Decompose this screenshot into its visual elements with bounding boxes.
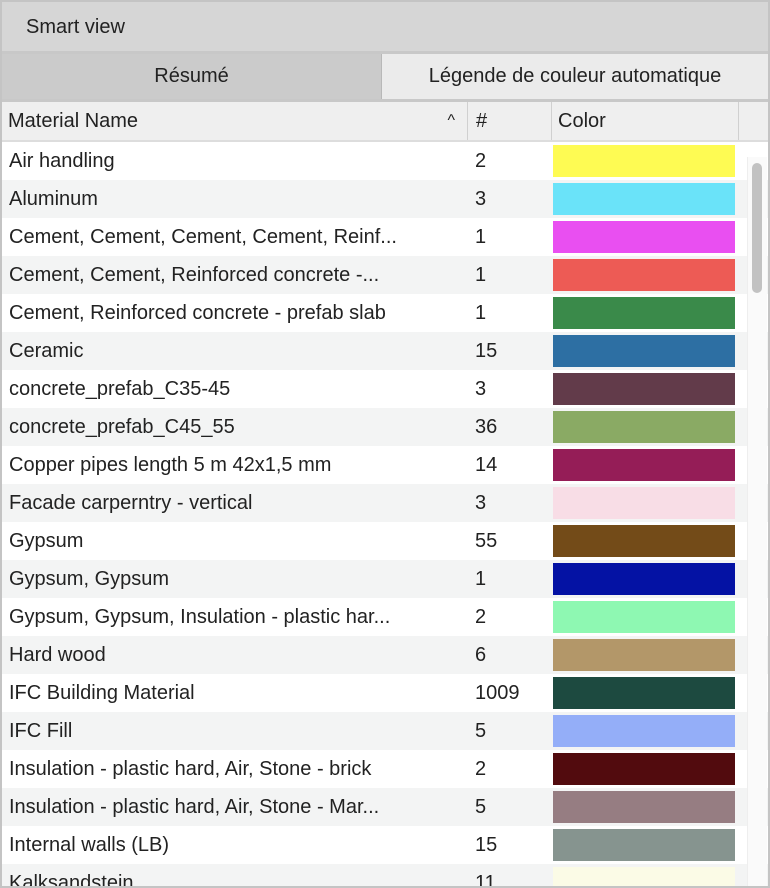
color-swatch[interactable] [553,791,735,823]
material-count: 2 [475,149,487,172]
material-count: 36 [475,415,498,438]
color-swatch[interactable] [553,715,735,747]
column-header-material-name[interactable]: Material Name ^ [2,102,467,140]
table-row[interactable]: Copper pipes length 5 m 42x1,5 mm 14 [2,446,768,484]
table-row[interactable]: Cement, Reinforced concrete - prefab sla… [2,294,768,332]
material-count: 1 [475,263,487,286]
color-swatch[interactable] [553,449,735,481]
color-swatch[interactable] [553,639,735,671]
tab-resume[interactable]: Résumé [2,54,382,99]
material-name: IFC Fill [9,719,73,742]
table-row[interactable]: Kalksandstein 11 [2,864,768,888]
table-row[interactable]: IFC Building Material 1009 [2,674,768,712]
table-row[interactable]: IFC Fill 5 [2,712,768,750]
material-name: Cement, Reinforced concrete - prefab sla… [9,301,386,324]
color-swatch[interactable] [553,525,735,557]
tab-bar: Résumé Légende de couleur automatique [2,54,768,102]
panel-title: Smart view [2,2,768,54]
material-count: 6 [475,643,487,666]
vertical-scrollbar[interactable] [747,157,767,886]
material-count: 11 [475,871,496,888]
material-count: 2 [475,605,487,628]
material-name: Cement, Cement, Reinforced concrete -... [9,263,380,286]
table-row[interactable]: concrete_prefab_C35-45 3 [2,370,768,408]
table-row[interactable]: Air handling 2 [2,142,768,180]
scrollbar-thumb[interactable] [752,163,762,293]
color-swatch[interactable] [553,183,735,215]
color-swatch[interactable] [553,411,735,443]
material-name: Gypsum [9,529,84,552]
color-swatch[interactable] [553,867,735,886]
material-count: 15 [475,833,498,856]
column-header-color[interactable]: Color [551,102,739,140]
table-row[interactable]: Hard wood 6 [2,636,768,674]
color-swatch[interactable] [553,145,735,177]
column-label: Material Name [8,109,139,132]
material-name: Gypsum, Gypsum [9,567,170,590]
material-name: Kalksandstein [9,871,134,888]
material-name: Internal walls (LB) [9,833,170,856]
color-swatch[interactable] [553,297,735,329]
material-name: Air handling [9,149,115,172]
material-name: Insulation - plastic hard, Air, Stone - … [9,795,380,818]
color-swatch[interactable] [553,563,735,595]
material-count: 15 [475,339,498,362]
material-count: 14 [475,453,498,476]
table-row[interactable]: Insulation - plastic hard, Air, Stone - … [2,750,768,788]
material-name: Gypsum, Gypsum, Insulation - plastic har… [9,605,391,628]
table-row[interactable]: Facade carperntry - vertical 3 [2,484,768,522]
color-swatch[interactable] [553,487,735,519]
color-swatch[interactable] [553,829,735,861]
color-swatch[interactable] [553,373,735,405]
material-count: 3 [475,187,487,210]
material-count: 1009 [475,681,520,704]
material-name: IFC Building Material [9,681,195,704]
material-count: 1 [475,225,487,248]
sort-ascending-icon[interactable]: ^ [447,112,455,129]
table-row[interactable]: Aluminum 3 [2,180,768,218]
table-header: Material Name ^ # Color [2,102,768,142]
material-name: Facade carperntry - vertical [9,491,253,514]
material-name: Insulation - plastic hard, Air, Stone - … [9,757,372,780]
color-swatch[interactable] [553,335,735,367]
material-count: 1 [475,301,487,324]
color-swatch[interactable] [553,259,735,291]
tab-auto-color-legend[interactable]: Légende de couleur automatique [382,54,768,99]
material-name: concrete_prefab_C35-45 [9,377,231,400]
table-row[interactable]: Cement, Cement, Reinforced concrete -...… [2,256,768,294]
color-swatch[interactable] [553,753,735,785]
table-row[interactable]: Cement, Cement, Cement, Cement, Reinf...… [2,218,768,256]
column-header-count[interactable]: # [467,102,551,140]
material-count: 3 [475,377,487,400]
table-row[interactable]: Insulation - plastic hard, Air, Stone - … [2,788,768,826]
material-name: Cement, Cement, Cement, Cement, Reinf... [9,225,397,248]
color-swatch[interactable] [553,677,735,709]
table-row[interactable]: Ceramic 15 [2,332,768,370]
material-name: Copper pipes length 5 m 42x1,5 mm [9,453,332,476]
material-name: Hard wood [9,643,106,666]
table-row[interactable]: Gypsum, Gypsum, Insulation - plastic har… [2,598,768,636]
table-row[interactable]: Gypsum, Gypsum 1 [2,560,768,598]
color-swatch[interactable] [553,601,735,633]
material-count: 5 [475,719,487,742]
table-row[interactable]: Internal walls (LB) 15 [2,826,768,864]
material-count: 2 [475,757,487,780]
material-count: 3 [475,491,487,514]
material-name: concrete_prefab_C45_55 [9,415,235,438]
material-count: 5 [475,795,487,818]
table-row[interactable]: Gypsum 55 [2,522,768,560]
table-row[interactable]: concrete_prefab_C45_55 36 [2,408,768,446]
material-name: Aluminum [9,187,98,210]
material-name: Ceramic [9,339,84,362]
material-count: 1 [475,567,487,590]
color-swatch[interactable] [553,221,735,253]
material-table-body: Air handling 2 Aluminum 3 Cement, Cement, Ce… [2,142,768,888]
material-count: 55 [475,529,498,552]
